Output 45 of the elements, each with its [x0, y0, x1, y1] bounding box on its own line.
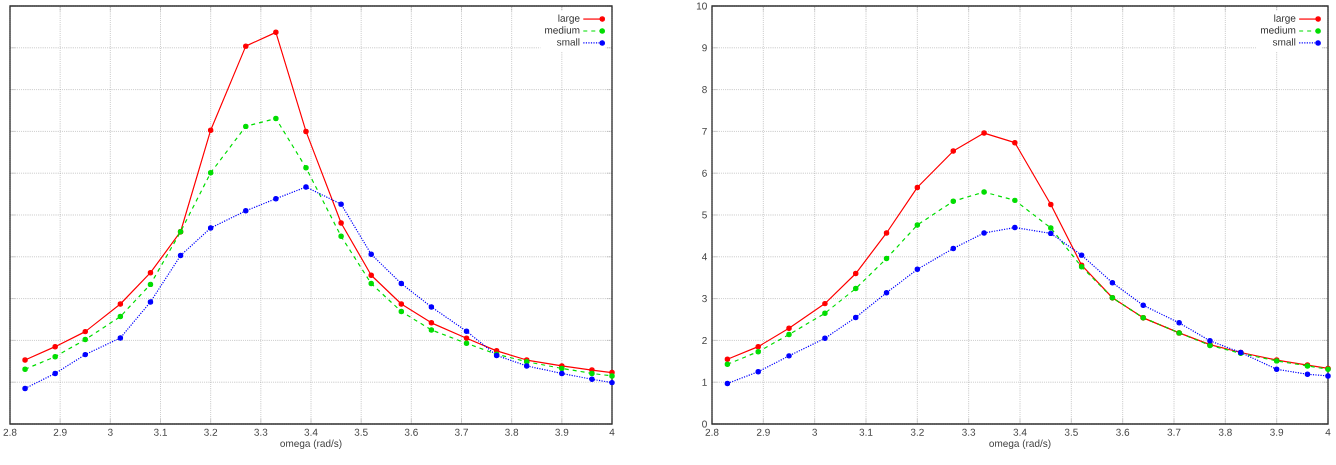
- x-tick-label: 3.9: [1270, 428, 1284, 436]
- x-tick-label: 3.7: [1167, 428, 1181, 436]
- y-tick-label: 5: [702, 211, 707, 219]
- x-tick-label: 3.1: [859, 428, 873, 436]
- x-tick-label: 3.6: [404, 428, 418, 436]
- x-tick-label: 3.3: [254, 428, 268, 436]
- legend-label: small: [1272, 38, 1296, 46]
- x-tick-label: 4: [1325, 428, 1331, 436]
- y-tick-label: 9: [702, 44, 707, 52]
- x-tick-label: 3.2: [910, 428, 924, 436]
- legend-label: medium: [545, 26, 580, 34]
- legend-label: large: [1274, 14, 1296, 24]
- x-tick-label: 3.5: [1064, 428, 1078, 436]
- y-tick-label: 10: [696, 2, 707, 10]
- legend-label: large: [558, 14, 580, 24]
- x-tick-label: 3.7: [454, 428, 468, 436]
- legend-label: small: [556, 38, 580, 46]
- x-tick-label: 3.6: [1116, 428, 1130, 436]
- x-tick-label: 3.2: [204, 428, 218, 436]
- x-axis-title: omega (rad/s): [280, 439, 342, 449]
- x-tick-label: 3.8: [505, 428, 519, 436]
- x-tick-label: 3.9: [555, 428, 569, 436]
- x-tick-label: 2.9: [53, 428, 67, 436]
- x-tick-label: 3.8: [1218, 428, 1232, 436]
- x-tick-label: 3: [107, 428, 113, 436]
- y-tick-label: 3: [702, 295, 707, 303]
- x-tick-label: 2.8: [705, 428, 719, 436]
- y-tick-label: 6: [702, 169, 707, 177]
- x-tick-label: 3.1: [153, 428, 167, 436]
- y-tick-label: 0: [702, 420, 707, 428]
- x-tick-label: 3.3: [962, 428, 976, 436]
- x-tick-label: 4: [609, 428, 615, 436]
- x-tick-label: 2.8: [3, 428, 17, 436]
- y-tick-label: 7: [702, 127, 707, 135]
- y-tick-label: 4: [701, 253, 707, 261]
- x-tick-label: 3.4: [304, 428, 318, 436]
- x-tick-label: 3: [812, 428, 818, 436]
- x-tick-label: 3.4: [1013, 428, 1027, 436]
- y-tick-label: 2: [702, 336, 707, 344]
- x-tick-label: 3.5: [354, 428, 368, 436]
- x-axis-title: omega (rad/s): [989, 439, 1051, 449]
- y-tick-label: 1: [702, 378, 707, 386]
- x-tick-label: 2.9: [756, 428, 770, 436]
- legend-label: medium: [1260, 26, 1296, 34]
- y-tick-label: 8: [702, 86, 707, 94]
